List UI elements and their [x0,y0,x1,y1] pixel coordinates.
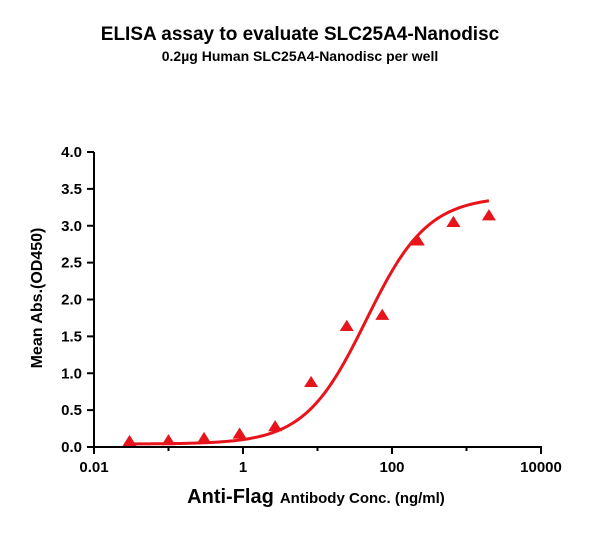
x-axis-label-rest: Antibody Conc. (ng/ml) [280,490,445,507]
y-tick-label: 1.0 [61,365,82,382]
data-point [232,427,247,439]
y-tick-label: 2.0 [61,292,82,309]
data-point [375,308,390,320]
chart-subtitle: 0.2µg Human SLC25A4-Nanodisc per well [161,48,439,64]
ticks: 0.0 0.5 1.0 1.5 2.0 2.5 3.0 3.5 4.0 0.01 1 100 10000 [61,144,562,476]
data-points [122,209,496,447]
x-axis-label-main: Anti-Flag [187,486,274,508]
data-point [339,319,354,331]
data-point [197,431,212,444]
y-tick-label: 3.5 [61,181,82,198]
y-tick-label: 2.5 [61,255,82,272]
data-point [161,434,176,446]
x-tick-label: 0.01 [79,459,108,476]
x-tick-label: 1 [239,459,247,476]
data-point [446,215,461,227]
data-point [410,234,425,246]
data-point [122,434,137,447]
y-tick-label: 3.0 [61,218,82,235]
data-point [268,420,283,432]
y-tick-label: 1.5 [61,328,82,345]
y-axis-label: Mean Abs.(OD450) [29,228,46,369]
fit-curve [129,199,490,446]
y-tick-label: 0.5 [61,402,82,419]
y-tick-label: 0.0 [61,439,82,456]
data-point [304,375,319,388]
x-axis-label: Anti-Flag Antibody Conc. (ng/ml) [187,486,445,508]
x-tick-label: 100 [379,459,404,476]
x-tick-label: 10000 [520,459,562,476]
y-tick-label: 4.0 [61,144,82,161]
chart-title: ELISA assay to evaluate SLC25A4-Nanodisc [100,24,500,45]
data-point [481,209,496,221]
